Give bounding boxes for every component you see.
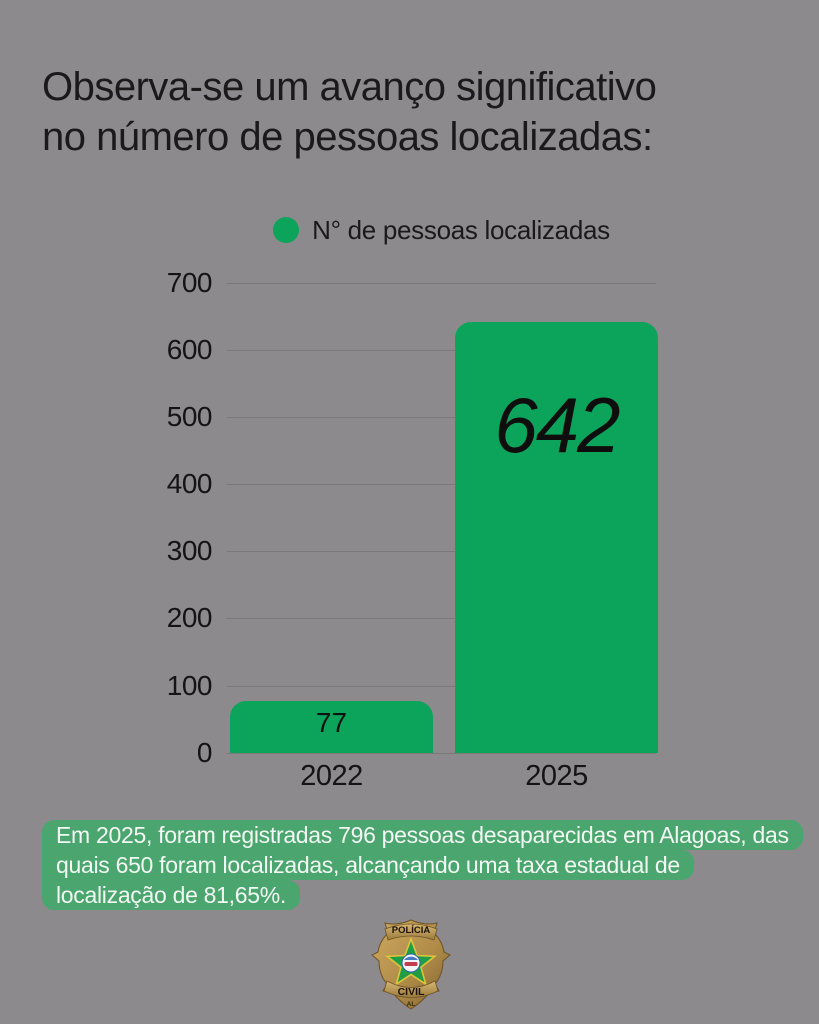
page-title-line-2: no número de pessoas localizadas: — [42, 115, 653, 159]
bar-2022: 77 — [230, 701, 433, 753]
y-axis-tick: 100 — [166, 670, 213, 701]
badge-bottom-banner — [383, 980, 439, 998]
bar-2025: 642 — [455, 321, 658, 753]
bar-2022-value-label: 77 — [315, 707, 348, 739]
badge-bottom-text: CIVIL — [398, 986, 425, 998]
badge-top-text: POLÍCIA — [392, 925, 431, 936]
footer-note-line-1: Em 2025, foram registradas 796 pessoas d… — [42, 820, 803, 850]
y-axis-tick: 0 — [196, 737, 213, 768]
police-badge-icon: POLÍCIA CIVIL AL — [371, 919, 451, 1010]
badge-state-text: AL — [407, 1001, 416, 1008]
y-axis-tick: 200 — [166, 602, 213, 633]
footer-note: Em 2025, foram registradas 796 pessoas d… — [42, 820, 803, 910]
gridline-300 — [227, 551, 656, 552]
gridline-400 — [227, 484, 656, 485]
badge-top-banner — [384, 923, 438, 941]
police-badge-logo: POLÍCIA CIVIL AL — [369, 916, 453, 1014]
gridline-0 — [227, 753, 656, 754]
x-axis-label-2022: 2022 — [300, 760, 363, 792]
legend-dot-icon — [273, 217, 300, 243]
y-axis-tick: 300 — [166, 535, 213, 566]
page-title-line-1: Observa-se um avanço significativo — [42, 65, 657, 109]
gridline-700 — [227, 283, 656, 284]
y-axis-tick: 700 — [166, 267, 213, 298]
gridline-200 — [227, 618, 656, 619]
y-axis-tick: 500 — [166, 401, 213, 432]
gridline-100 — [227, 686, 656, 687]
x-axis-label-2025: 2025 — [525, 760, 588, 792]
footer-note-line-2: quais 650 foram localizadas, alcançando … — [42, 850, 694, 880]
page-title: Observa-se um avanço significativo no nú… — [42, 62, 782, 162]
gridline-600 — [227, 350, 656, 351]
bar-2025-value-label: 642 — [494, 380, 620, 469]
footer-note-line-3: localização de 81,65%. — [42, 880, 300, 910]
gridline-500 — [227, 417, 656, 418]
legend-label: N° de pessoas localizadas — [312, 214, 610, 245]
chart-legend: N° de pessoas localizadas — [227, 214, 656, 246]
y-axis-tick: 600 — [166, 334, 213, 365]
y-axis-tick: 400 — [166, 468, 213, 499]
